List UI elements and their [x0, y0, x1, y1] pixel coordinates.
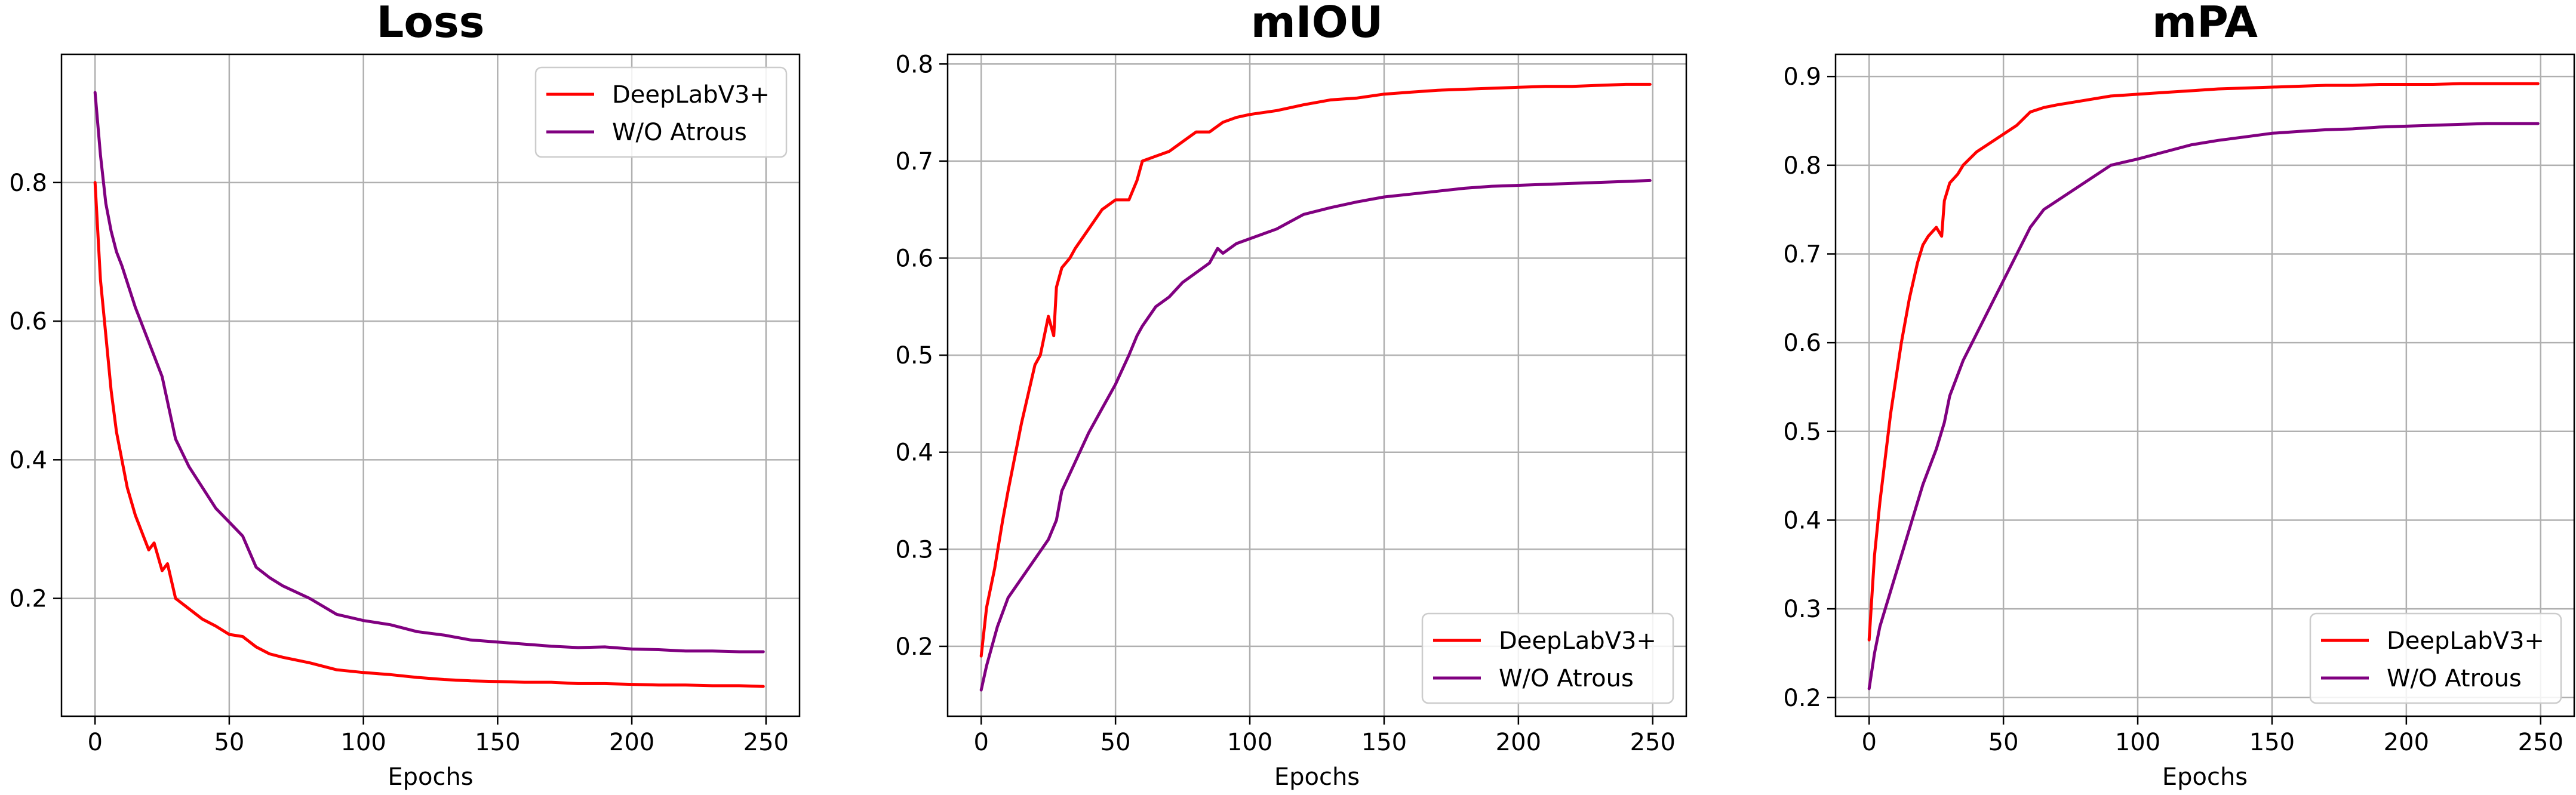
x-tick-label: 100	[340, 729, 386, 756]
x-tick-label: 150	[2249, 729, 2295, 756]
y-tick-label: 0.9	[1783, 63, 1821, 91]
x-tick-label: 250	[2518, 729, 2563, 756]
legend-box	[2309, 612, 2562, 704]
x-tick-label: 250	[743, 729, 789, 756]
legend-label: W/O Atrous	[1499, 665, 1634, 692]
legend: DeepLabV3+ W/O Atrous	[534, 66, 788, 158]
legend-label: DeepLabV3+	[1499, 627, 1656, 655]
chart-title: mPA	[2152, 0, 2258, 47]
plot-frame	[60, 53, 801, 717]
legend-box	[534, 66, 788, 158]
chart-3: 0 50 100 150 200 250 0.2 0.3 0.4 0.5 0.6 0.7 0.8 0.9 m…	[1783, 0, 2575, 791]
y-tick-label: 0.2	[1783, 685, 1821, 712]
y-tick-label: 0.2	[895, 633, 933, 661]
x-axis-label: Epochs	[2162, 763, 2248, 791]
x-tick-label: 250	[1630, 729, 1676, 756]
x-tick-label: 50	[1101, 729, 1131, 756]
x-tick-label: 150	[475, 729, 520, 756]
x-tick-label: 100	[1227, 729, 1272, 756]
series-line-deeplabv3plus	[979, 82, 1652, 658]
chart-1: 0 50 100 150 200 250 0.2 0.4 0.6 0.8 Loss Epochs Dee…	[9, 0, 801, 791]
series-line-wo-atrous	[93, 91, 765, 654]
x-tick-label: 50	[1988, 729, 2019, 756]
y-tick-label: 0.5	[895, 342, 933, 369]
series-line-deeplabv3plus	[1867, 82, 2540, 642]
y-tick-label: 0.3	[895, 536, 933, 563]
x-tick-label: 0	[974, 729, 989, 756]
y-tick-label: 0.7	[895, 148, 933, 175]
chart-title: Loss	[376, 0, 484, 47]
x-tick-label: 0	[87, 729, 102, 756]
plot-frame	[1834, 53, 2575, 717]
y-tick-label: 0.4	[1783, 507, 1821, 534]
series-line-wo-atrous	[979, 178, 1652, 692]
y-tick-label: 0.6	[895, 245, 933, 272]
series-line-deeplabv3plus	[93, 181, 765, 688]
x-tick-label: 200	[2384, 729, 2429, 756]
y-tick-label: 0.6	[9, 308, 47, 335]
chart-2: 0 50 100 150 200 250 0.2 0.3 0.4 0.5 0.6 0.7 0.8 mIOU…	[895, 0, 1687, 791]
y-tick-label: 0.8	[895, 51, 933, 78]
y-tick-label: 0.7	[1783, 241, 1821, 268]
legend-label: DeepLabV3+	[2387, 627, 2544, 655]
series-line-wo-atrous	[1867, 122, 2540, 691]
y-tick-label: 0.2	[9, 586, 47, 613]
y-tick-label: 0.5	[1783, 418, 1821, 446]
legend-box	[1421, 612, 1674, 704]
x-tick-label: 200	[1496, 729, 1541, 756]
x-tick-label: 200	[609, 729, 654, 756]
legend-label: W/O Atrous	[2387, 665, 2522, 692]
y-tick-label: 0.4	[9, 446, 47, 474]
legend-label: DeepLabV3+	[612, 81, 770, 109]
legend: DeepLabV3+ W/O Atrous	[2309, 612, 2562, 704]
legend: DeepLabV3+ W/O Atrous	[1421, 612, 1674, 704]
y-tick-label: 0.6	[1783, 329, 1821, 357]
x-tick-label: 50	[214, 729, 244, 756]
plot-frame	[946, 53, 1687, 717]
x-tick-label: 150	[1361, 729, 1407, 756]
x-axis-label: Epochs	[388, 763, 473, 791]
x-tick-label: 0	[1862, 729, 1877, 756]
chart-title: mIOU	[1251, 0, 1383, 47]
x-axis-label: Epochs	[1274, 763, 1360, 791]
y-tick-label: 0.4	[895, 439, 933, 467]
y-tick-label: 0.3	[1783, 596, 1821, 623]
legend-label: W/O Atrous	[612, 119, 747, 146]
x-tick-label: 100	[2115, 729, 2160, 756]
y-tick-label: 0.8	[1783, 152, 1821, 180]
y-tick-label: 0.8	[9, 170, 47, 197]
